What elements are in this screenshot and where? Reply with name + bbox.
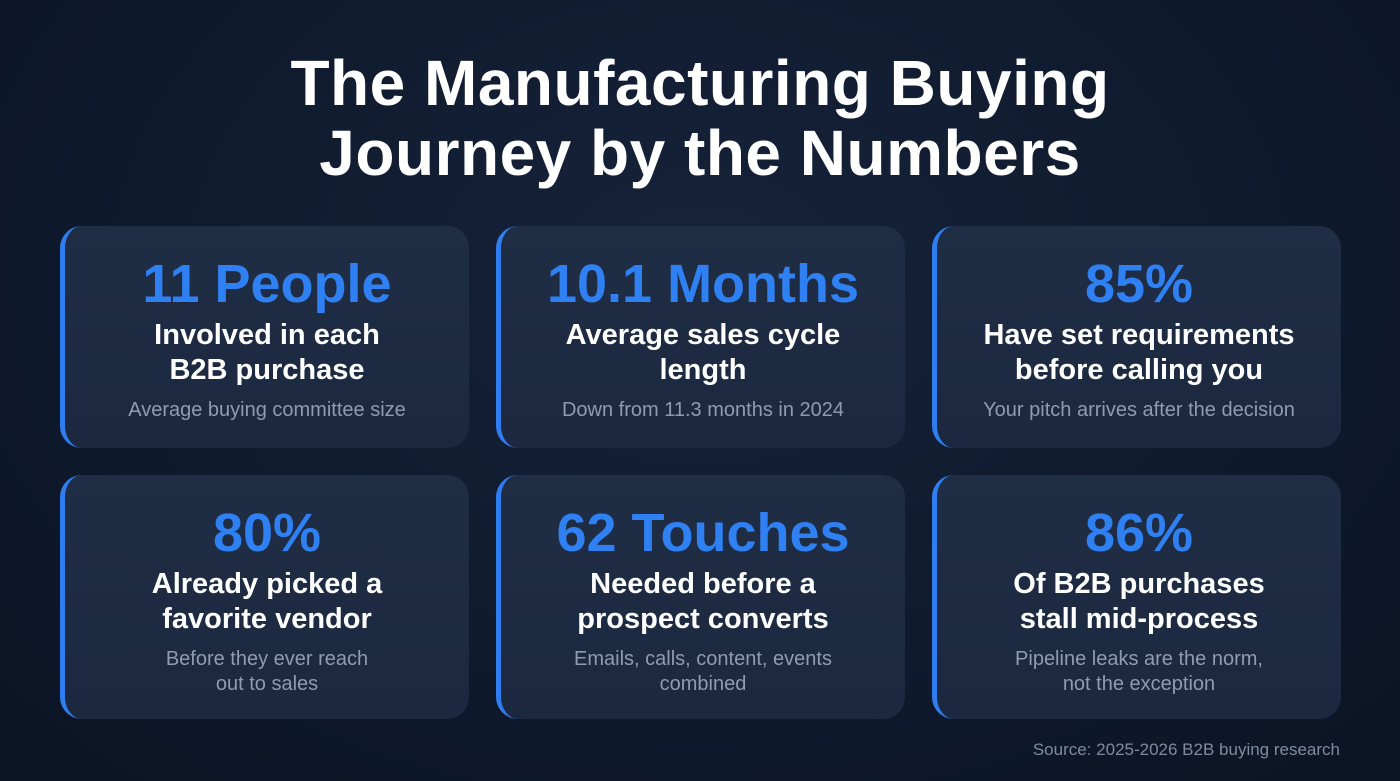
stat-description: Average sales cycle length bbox=[565, 319, 841, 386]
stat-note: Your pitch arrives after the decision bbox=[983, 399, 1295, 421]
source-caption: Source: 2025-2026 B2B buying research bbox=[1032, 740, 1340, 759]
stat-value: 62 Touches bbox=[556, 503, 850, 563]
stat-card-requirements: 85% Have set requirements before calling … bbox=[932, 226, 1341, 448]
stat-description: Involved in each B2B purchase bbox=[154, 319, 380, 386]
stat-value: 80% bbox=[212, 503, 322, 563]
stat-value: 85% bbox=[1084, 254, 1194, 314]
stat-description: Already picked a favorite vendor bbox=[151, 568, 383, 635]
stat-card-stall: 86% Of B2B purchases stall mid-process Pi… bbox=[932, 475, 1341, 719]
stat-value: 10.1 Months bbox=[546, 254, 860, 314]
stat-note: Pipeline leaks are the norm, not the exce… bbox=[1015, 648, 1263, 695]
stat-value: 11 People bbox=[142, 254, 392, 314]
stat-note: Down from 11.3 months in 2024 bbox=[561, 399, 844, 421]
title-line-1: The Manufacturing Buying bbox=[290, 47, 1110, 119]
stat-card-people: 11 People Involved in each B2B purchase A… bbox=[60, 226, 469, 448]
stat-note: Average buying committee size bbox=[128, 399, 406, 421]
stats-grid: 11 People Involved in each B2B purchase A… bbox=[60, 226, 1341, 719]
stat-note: Before they ever reach out to sales bbox=[165, 648, 369, 695]
stat-card-months: 10.1 Months Average sales cycle length Do… bbox=[496, 226, 905, 448]
page-title: The Manufacturing Buying Journey by the … bbox=[0, 48, 1400, 188]
stat-card-touches: 62 Touches Needed before a prospect conve… bbox=[496, 475, 905, 719]
stat-description: Have set requirements before calling you bbox=[983, 319, 1295, 386]
stat-description: Needed before a prospect converts bbox=[577, 568, 829, 635]
stat-note: Emails, calls, content, events combined bbox=[574, 648, 832, 695]
title-line-2: Journey by the Numbers bbox=[319, 117, 1081, 189]
stat-card-vendor: 80% Already picked a favorite vendor Befo… bbox=[60, 475, 469, 719]
stat-description: Of B2B purchases stall mid-process bbox=[1013, 568, 1265, 635]
stat-value: 86% bbox=[1084, 503, 1194, 563]
